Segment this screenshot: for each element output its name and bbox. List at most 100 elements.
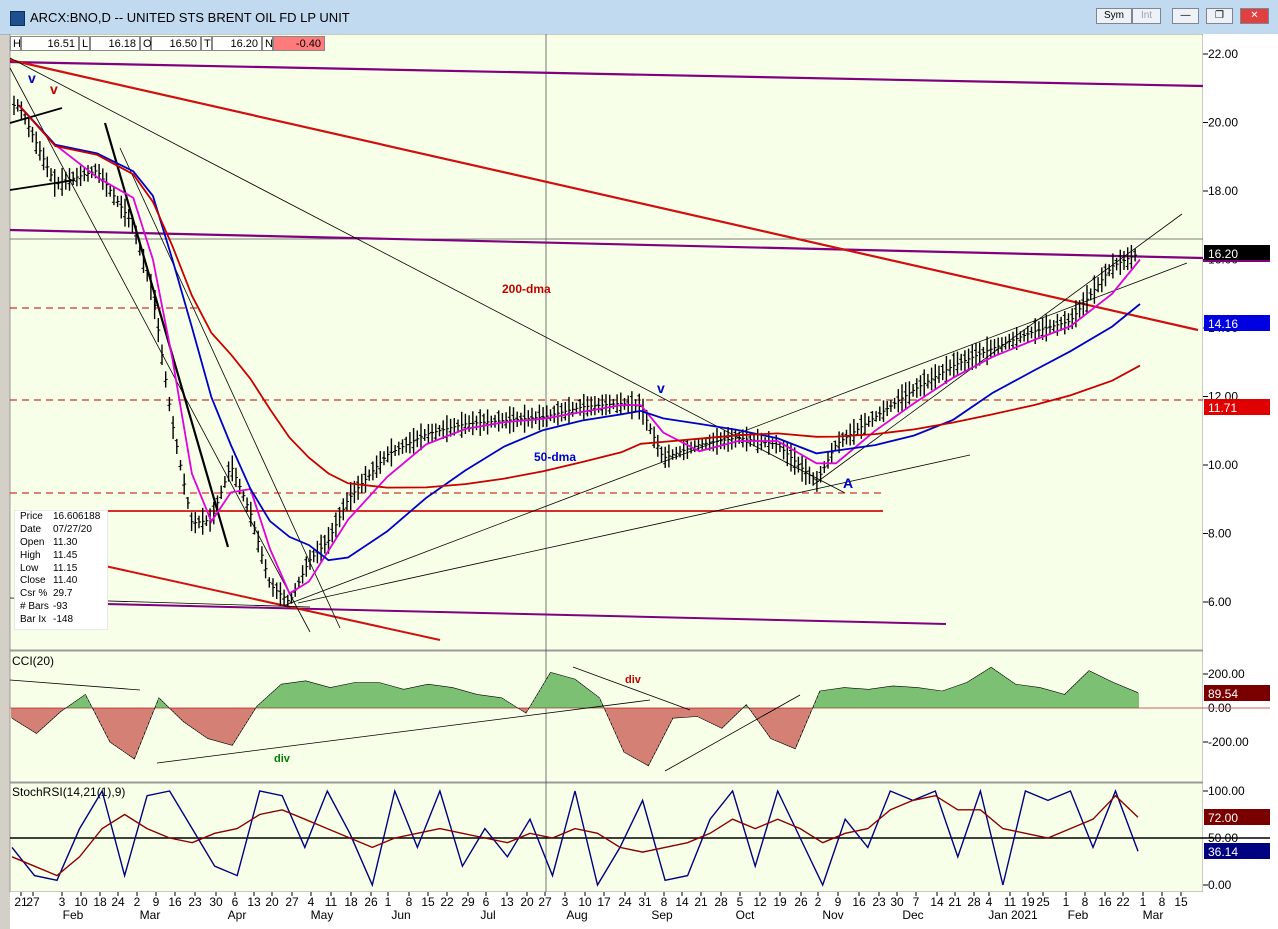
x-tick-label: 21 — [694, 895, 708, 909]
x-tick-label: 31 — [638, 895, 652, 909]
restore-button[interactable]: ❐ — [1206, 8, 1233, 24]
x-month-label: Dec — [902, 908, 923, 922]
x-tick-label: 9 — [835, 895, 842, 909]
x-tick-label: 11 — [1004, 895, 1017, 909]
wave-label: v — [28, 70, 36, 86]
x-tick-label: 8 — [1159, 895, 1166, 909]
cci-line — [11, 666, 1139, 767]
y-axis-area — [1203, 34, 1278, 929]
data-window-key: Csr % — [20, 588, 48, 600]
ma200-label: 200-dma — [502, 282, 551, 296]
minimize-button[interactable]: — — [1172, 8, 1199, 24]
price-panel[interactable] — [9, 34, 1204, 651]
x-tick-label: 26 — [364, 895, 378, 909]
data-window-row: Csr % 29.7 — [15, 588, 107, 601]
window-title: ARCX:BNO,D -- UNITED STS BRENT OIL FD LP… — [30, 10, 350, 25]
x-tick-label: 3 — [59, 895, 66, 909]
ma50-label: 50-dma — [534, 450, 576, 464]
x-month-label: Mar — [140, 908, 161, 922]
cci-y-tick-label: 200.00 — [1208, 667, 1245, 681]
cci-panel[interactable] — [9, 650, 1204, 783]
x-tick-label: 19 — [1021, 895, 1035, 909]
wave-label: A — [843, 475, 853, 491]
x-tick-label: 24 — [618, 895, 632, 909]
data-window-key: High — [20, 549, 41, 561]
ma200-line — [18, 104, 1141, 489]
x-tick-label: 19 — [773, 895, 787, 909]
chart-canvas[interactable]: 22.0020.0018.0016.0014.0012.0010.008.006… — [0, 34, 1278, 929]
x-month-label: Jul — [480, 908, 495, 922]
x-tick-label: 1 — [1140, 895, 1147, 909]
x-tick-label: 6 — [483, 895, 490, 909]
trendline — [9, 58, 1199, 332]
x-tick-label: 1 — [385, 895, 392, 909]
cci-trendline — [9, 679, 141, 691]
cci-title: CCI(20) — [12, 654, 54, 668]
int-button[interactable]: Int — [1132, 8, 1161, 24]
x-month-label: Apr — [228, 908, 247, 922]
x-tick-label: 25 — [1036, 895, 1050, 909]
trendline — [9, 67, 311, 633]
x-tick-label: 8 — [661, 895, 668, 909]
x-tick-label: 28 — [967, 895, 981, 909]
x-month-label: Oct — [736, 908, 755, 922]
cci-div-label: div — [274, 753, 291, 765]
data-window-row: Date 07/27/20 — [15, 524, 107, 537]
data-window-key: Close — [20, 575, 46, 587]
close-button[interactable]: ✕ — [1240, 8, 1269, 24]
price-y-tick-label: 20.00 — [1208, 116, 1238, 130]
ohlc-open-value: 16.50 — [151, 36, 201, 51]
data-window-key: # Bars — [20, 601, 49, 613]
x-tick-label: 4 — [986, 895, 993, 909]
price-last-value-badge: 16.20 — [1208, 247, 1238, 261]
x-month-label: Sep — [651, 908, 673, 922]
stochrsi-slow-line — [11, 794, 1139, 877]
x-axis-area — [10, 892, 1203, 929]
ma50-value-badge-bg — [1204, 315, 1270, 331]
x-tick-label: 27 — [285, 895, 299, 909]
x-tick-label: 16 — [168, 895, 182, 909]
x-tick-label: 11 — [325, 895, 338, 909]
x-tick-label: 10 — [74, 895, 88, 909]
x-tick-label: 27 — [26, 895, 40, 909]
ma200-value-badge-bg — [1204, 399, 1270, 415]
trendline — [104, 565, 441, 641]
x-tick-label: 22 — [1116, 895, 1130, 909]
trendline — [297, 454, 971, 604]
title-bar[interactable]: ARCX:BNO,D -- UNITED STS BRENT OIL FD LP… — [0, 0, 1278, 35]
price-y-tick-label: 8.00 — [1208, 527, 1232, 541]
sym-button[interactable]: Sym — [1096, 8, 1132, 24]
stochrsi-fast-value-badge: 36.14 — [1208, 845, 1238, 859]
x-tick-label: 15 — [1174, 895, 1188, 909]
trendline — [104, 603, 947, 625]
data-window-value: -148 — [53, 614, 74, 626]
x-tick-label: 21 — [14, 895, 28, 909]
data-window-value: -93 — [53, 601, 68, 613]
data-window-row: Price 16.606188 — [15, 511, 107, 524]
data-window-key: Price — [20, 511, 43, 522]
stochrsi-slow-value-badge: 72.00 — [1208, 811, 1238, 825]
cci-bars — [11, 667, 1139, 766]
ma50-value-badge: 14.16 — [1208, 317, 1238, 331]
data-window-value: 11.15 — [53, 562, 78, 574]
trendline — [119, 147, 341, 629]
trendline — [9, 179, 76, 191]
x-month-label: Nov — [822, 908, 843, 922]
ohlc-change-value: -0.40 — [273, 36, 325, 51]
cci-last-value-badge: 89.54 — [1208, 687, 1238, 701]
ma50-line — [18, 104, 1141, 562]
data-window-key: Bar Ix — [20, 614, 47, 626]
x-tick-label: 18 — [344, 895, 358, 909]
data-window-key: Low — [20, 562, 39, 574]
stochrsi-y-tick-label: 100.00 — [1208, 784, 1245, 798]
price-y-tick-label: 6.00 — [1208, 595, 1232, 609]
data-window-value: 11.30 — [53, 536, 78, 548]
x-tick-label: 16 — [852, 895, 866, 909]
ohlc-close-label: T — [201, 36, 212, 51]
x-tick-label: 13 — [247, 895, 261, 909]
ohlc-low-label: L — [79, 36, 90, 51]
x-tick-label: 15 — [421, 895, 435, 909]
x-tick-label: 13 — [500, 895, 514, 909]
